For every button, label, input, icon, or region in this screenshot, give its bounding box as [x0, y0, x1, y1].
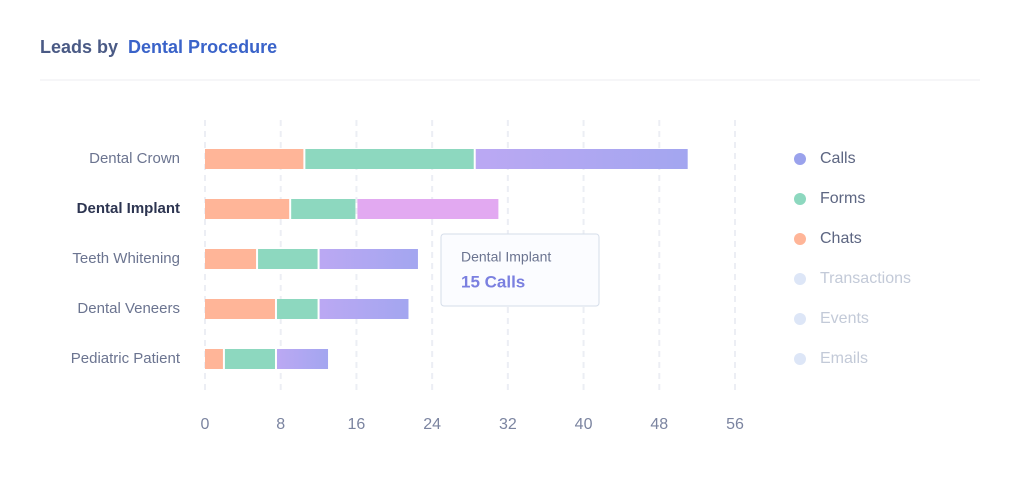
x-tick-label: 32: [499, 416, 517, 433]
y-tick-label: Pediatric Patient: [71, 350, 181, 367]
legend-swatch-inactive: [794, 313, 806, 325]
legend-swatch: [794, 193, 806, 205]
tooltip-box: [440, 233, 600, 307]
title-prefix: Leads by: [40, 37, 118, 57]
x-tick-label: 8: [276, 416, 285, 433]
legend-swatch-inactive: [794, 353, 806, 365]
y-tick-label: Dental Crown: [89, 150, 180, 167]
bar-segment: [291, 199, 356, 219]
bar-segment: [205, 199, 290, 219]
tooltip-value: 15 Calls: [461, 272, 525, 291]
y-tick-label: Dental Implant: [77, 200, 180, 217]
bar-segment: [475, 149, 688, 169]
legend-label-inactive: Emails: [820, 350, 868, 367]
legend-swatch: [794, 233, 806, 245]
bar-segment: [305, 149, 474, 169]
bar-segment: [319, 249, 418, 269]
bar-segment: [224, 349, 275, 369]
chart-title: Leads by Dental Procedure: [40, 37, 277, 57]
x-tick-label: 24: [423, 416, 441, 433]
bar-segment: [276, 349, 329, 369]
y-tick-label: Dental Veneers: [77, 300, 180, 317]
legend-label: Forms: [820, 190, 865, 207]
y-tick-label: Teeth Whitening: [72, 250, 180, 267]
legend-label-inactive: Events: [820, 310, 869, 327]
bar-segment: [205, 149, 304, 169]
bar-segment: [258, 249, 318, 269]
bar-segment: [205, 299, 275, 319]
x-tick-label: 56: [726, 416, 744, 433]
legend-label-inactive: Transactions: [820, 270, 911, 287]
legend-swatch-inactive: [794, 273, 806, 285]
x-tick-label: 16: [348, 416, 366, 433]
tooltip: Dental Implant 15 Calls: [440, 233, 600, 307]
x-tick-label: 0: [201, 416, 210, 433]
bar-segment: [357, 199, 499, 219]
bar-segment: [276, 299, 318, 319]
tooltip-title: Dental Implant: [461, 249, 551, 265]
x-tick-label: 48: [650, 416, 668, 433]
bar-segment: [205, 349, 223, 369]
bar-segment: [319, 299, 409, 319]
x-tick-label: 40: [575, 416, 593, 433]
legend-swatch: [794, 153, 806, 165]
bar-segment: [205, 249, 257, 269]
title-main: Dental Procedure: [128, 37, 277, 57]
legend-label: Calls: [820, 150, 856, 167]
legend-label: Chats: [820, 230, 862, 247]
